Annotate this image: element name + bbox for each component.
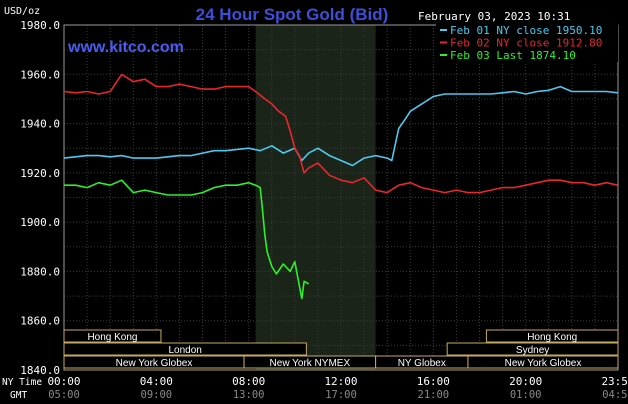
session-label: New York NYMEX — [270, 358, 351, 369]
x-tick-label-gmt: 05:00 — [48, 389, 80, 401]
plot-frame — [63, 24, 619, 371]
y-tick-label: 1940.0 — [20, 118, 60, 131]
session-label: London — [169, 345, 202, 356]
y-tick-label: 1900.0 — [20, 216, 60, 229]
x-tick-label-gmt: 09:00 — [141, 389, 173, 401]
y-tick-label: 1980.0 — [20, 19, 60, 32]
session-box — [485, 329, 619, 343]
x-tick-label-gmt: 01:00 — [510, 389, 542, 401]
date-time-stamp: February 03, 2023 10:31 — [418, 10, 570, 23]
x-tick-label-ny: 12:00 — [324, 375, 357, 388]
legend-entry: Feb 03 Last 1874.10 — [450, 49, 576, 62]
session-label: Hong Kong — [87, 332, 137, 343]
x-tick-label-ny: 16:00 — [417, 375, 450, 388]
y-tick-label: 1920.0 — [20, 167, 60, 180]
x-tick-label-ny: 04:00 — [140, 375, 173, 388]
series-line — [63, 73, 618, 194]
legend-background — [436, 24, 618, 62]
kitco-watermark: www.kitco.com — [67, 39, 184, 56]
series-line — [64, 179, 310, 300]
session-label: NY Globex — [398, 358, 446, 369]
session-label: Sydney — [516, 345, 549, 356]
session-label: Hong Kong — [527, 332, 577, 343]
y-axis-label: USD/oz — [4, 6, 40, 17]
session-box — [63, 329, 162, 343]
legend-entry: Feb 02 NY close 1912.80 — [450, 37, 602, 50]
ny-time-label: NY Time — [2, 377, 42, 388]
session-box — [446, 342, 619, 356]
x-tick-label-ny: 08:00 — [232, 375, 265, 388]
series-line — [63, 85, 618, 167]
chart-title: 24 Hour Spot Gold (Bid) — [196, 5, 389, 24]
gmt-label: GMT — [10, 390, 27, 401]
x-tick-label-ny: 20:00 — [509, 375, 542, 388]
nymex-session-shade — [255, 25, 376, 370]
legend-entry: Feb 01 NY close 1950.10 — [450, 24, 602, 37]
x-tick-label-gmt: 04:59 — [602, 389, 628, 401]
session-box — [63, 342, 307, 356]
x-tick-label-ny: 00:00 — [47, 375, 80, 388]
x-tick-label-gmt: 13:00 — [233, 389, 265, 401]
y-tick-label: 1960.0 — [20, 68, 60, 81]
session-label: New York Globex — [116, 358, 193, 369]
session-label: New York Globex — [505, 358, 582, 369]
y-tick-label: 1840.0 — [20, 364, 60, 377]
y-tick-label: 1860.0 — [20, 315, 60, 328]
session-box — [467, 355, 619, 369]
y-tick-label: 1880.0 — [20, 265, 60, 278]
x-tick-label-gmt: 21:00 — [418, 389, 450, 401]
x-tick-label-gmt: 17:00 — [325, 389, 357, 401]
x-tick-label-ny: 23:59 — [601, 375, 628, 388]
